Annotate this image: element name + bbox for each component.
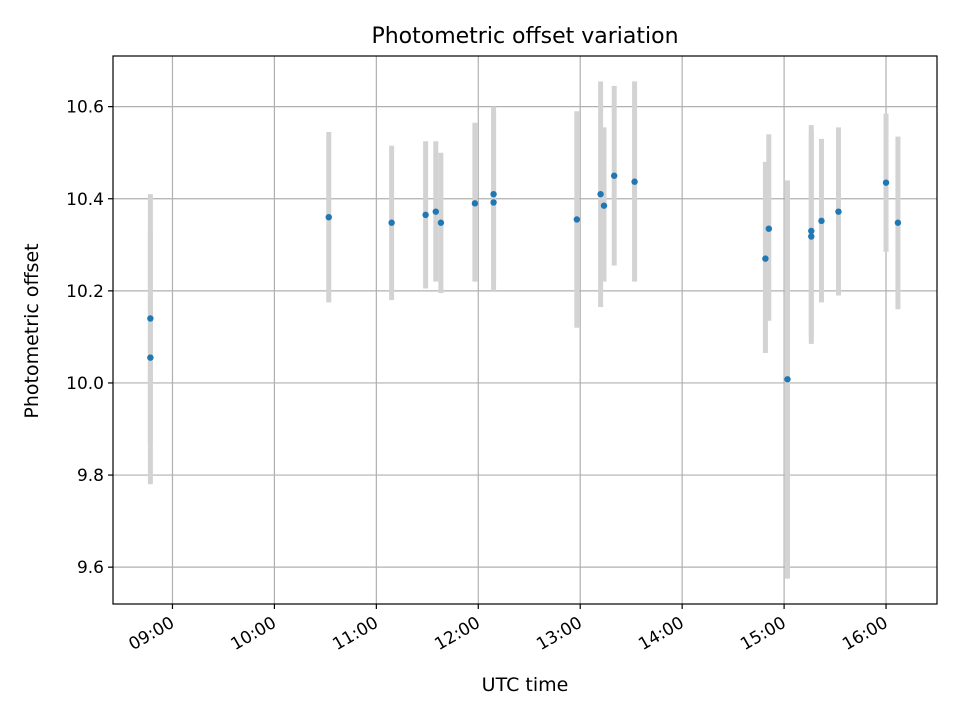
data-point	[573, 216, 581, 223]
y-tick-label: 9.8	[77, 466, 104, 486]
data-point	[388, 219, 395, 226]
data-point	[147, 315, 154, 322]
data-point	[631, 178, 638, 185]
data-point	[894, 219, 902, 226]
y-tick-label: 10.2	[66, 282, 104, 302]
y-axis-label: Photometric offset	[21, 243, 43, 418]
data-point	[762, 255, 769, 262]
y-tick-label: 10.6	[66, 98, 104, 118]
plot-area-frame	[112, 55, 938, 605]
chart-title: Photometric offset variation	[371, 24, 678, 49]
data-point	[325, 213, 332, 221]
data-point	[784, 376, 791, 383]
data-point	[471, 200, 479, 207]
data-point	[147, 354, 154, 361]
data-point	[437, 219, 445, 226]
data-point	[600, 202, 608, 209]
y-tick-label: 10.0	[66, 374, 104, 394]
data-point	[882, 179, 890, 186]
data-points	[147, 172, 902, 383]
y-tick-label: 9.6	[77, 558, 104, 578]
x-axis-label: UTC time	[482, 674, 569, 696]
data-point	[818, 217, 825, 225]
data-point	[808, 233, 815, 240]
y-tick-label: 10.4	[66, 190, 104, 210]
data-point	[597, 190, 604, 198]
grid-lines	[113, 56, 937, 604]
data-point	[808, 227, 815, 235]
data-point	[610, 172, 618, 179]
data-point	[490, 190, 497, 198]
data-point	[835, 208, 842, 215]
data-point	[432, 208, 440, 215]
data-point	[422, 211, 429, 219]
data-point	[765, 225, 773, 232]
data-point	[490, 199, 497, 206]
